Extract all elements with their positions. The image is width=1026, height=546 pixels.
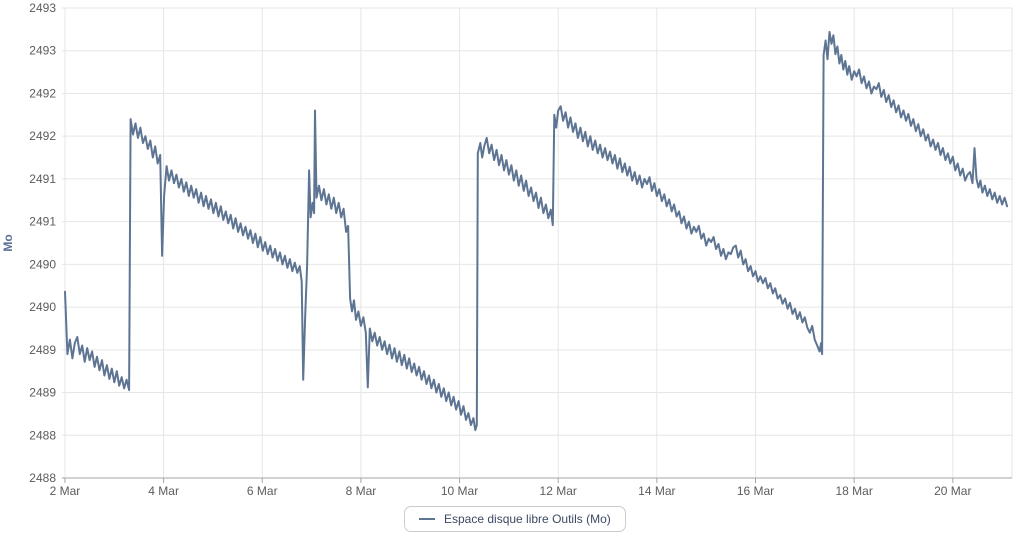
y-tick-label: 2492 (29, 129, 56, 143)
x-tick-label: 12 Mar (540, 484, 577, 498)
y-tick-label: 2489 (29, 386, 56, 400)
x-tick-label: 8 Mar (346, 484, 377, 498)
x-tick-label: 2 Mar (50, 484, 81, 498)
y-tick-label: 2493 (29, 44, 56, 58)
y-tick-label: 2491 (29, 215, 56, 229)
legend[interactable]: Espace disque libre Outils (Mo) (404, 506, 626, 532)
y-tick-label: 2492 (29, 86, 56, 100)
x-tick-label: 20 Mar (934, 484, 971, 498)
y-tick-label: 2488 (29, 428, 56, 442)
series-line (64, 30, 1009, 432)
legend-series-label: Espace disque libre Outils (Mo) (444, 512, 611, 526)
y-tick-label: 2488 (29, 471, 56, 485)
y-axis-title: Mo (1, 234, 15, 251)
y-tick-label: 2490 (29, 300, 56, 314)
y-tick-label: 2489 (29, 343, 56, 357)
y-tick-label: 2491 (29, 172, 56, 186)
x-tick-label: 16 Mar (737, 484, 774, 498)
x-tick-label: 4 Mar (148, 484, 179, 498)
y-tick-label: 2493 (29, 1, 56, 15)
x-tick-label: 10 Mar (441, 484, 478, 498)
x-tick-label: 14 Mar (638, 484, 675, 498)
y-tick-label: 2490 (29, 257, 56, 271)
x-tick-label: 18 Mar (835, 484, 872, 498)
x-tick-label: 6 Mar (247, 484, 278, 498)
legend-line-swatch (419, 518, 435, 520)
